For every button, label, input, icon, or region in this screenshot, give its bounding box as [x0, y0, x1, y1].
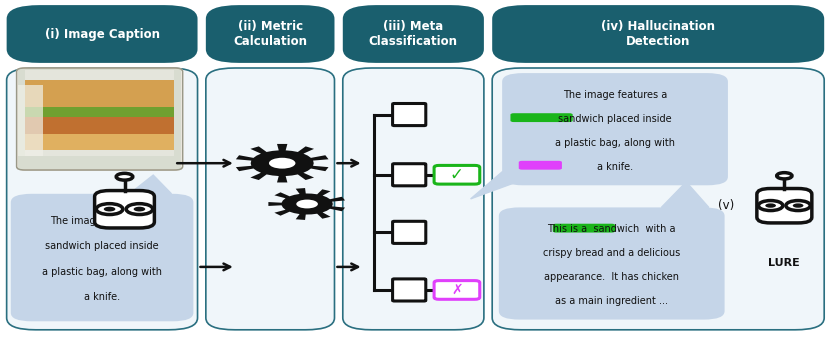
FancyBboxPatch shape	[510, 113, 573, 122]
FancyBboxPatch shape	[393, 221, 426, 243]
FancyBboxPatch shape	[393, 279, 426, 301]
FancyBboxPatch shape	[343, 68, 484, 330]
Circle shape	[777, 173, 792, 179]
FancyBboxPatch shape	[393, 164, 426, 186]
Text: (iii) Meta
Classification: (iii) Meta Classification	[369, 20, 458, 48]
Circle shape	[104, 207, 115, 211]
FancyBboxPatch shape	[492, 5, 824, 63]
FancyBboxPatch shape	[343, 5, 484, 63]
Circle shape	[786, 201, 810, 210]
Text: (ii) Metric
Calculation: (ii) Metric Calculation	[233, 20, 307, 48]
FancyBboxPatch shape	[492, 68, 824, 330]
Text: sandwich placed inside: sandwich placed inside	[559, 114, 671, 124]
Text: a knife.: a knife.	[84, 292, 120, 302]
Circle shape	[793, 203, 803, 208]
Text: The image features a: The image features a	[50, 216, 154, 226]
FancyBboxPatch shape	[11, 194, 193, 321]
Bar	[25, 134, 174, 150]
Polygon shape	[268, 188, 345, 220]
Text: This is a  sandwich  with a: This is a sandwich with a	[548, 224, 676, 234]
Circle shape	[134, 207, 145, 211]
Text: sandwich placed inside: sandwich placed inside	[46, 241, 159, 251]
FancyBboxPatch shape	[553, 224, 615, 233]
Text: (v): (v)	[718, 199, 735, 212]
Text: appearance.  It has chicken: appearance. It has chicken	[544, 272, 679, 282]
Text: crispy bread and a delicious: crispy bread and a delicious	[543, 248, 681, 258]
Polygon shape	[236, 144, 329, 183]
Text: (iv) Hallucination
Detection: (iv) Hallucination Detection	[601, 20, 715, 48]
Circle shape	[759, 201, 783, 210]
FancyBboxPatch shape	[434, 166, 480, 184]
FancyBboxPatch shape	[17, 68, 183, 170]
FancyBboxPatch shape	[502, 73, 728, 185]
Text: LURE: LURE	[769, 258, 800, 269]
Text: ✗: ✗	[451, 283, 463, 297]
Bar	[25, 107, 174, 117]
Circle shape	[116, 173, 133, 180]
Bar	[18, 69, 181, 169]
Polygon shape	[471, 172, 523, 199]
FancyBboxPatch shape	[7, 68, 198, 330]
FancyBboxPatch shape	[206, 5, 334, 63]
Circle shape	[296, 200, 318, 208]
FancyBboxPatch shape	[95, 190, 154, 228]
FancyBboxPatch shape	[7, 5, 198, 63]
Text: a plastic bag, along with: a plastic bag, along with	[555, 138, 675, 148]
Bar	[18, 85, 43, 156]
Polygon shape	[129, 175, 172, 194]
FancyBboxPatch shape	[757, 188, 812, 223]
Text: (i) Image Caption: (i) Image Caption	[45, 28, 159, 40]
FancyBboxPatch shape	[434, 280, 480, 299]
Bar	[25, 117, 174, 136]
Circle shape	[126, 204, 153, 215]
Text: ✓: ✓	[450, 166, 464, 184]
Circle shape	[269, 158, 295, 169]
Text: The image features a: The image features a	[563, 90, 667, 100]
FancyBboxPatch shape	[206, 68, 334, 330]
Text: as a main ingredient ...: as a main ingredient ...	[555, 296, 668, 306]
Text: a plastic bag, along with: a plastic bag, along with	[42, 267, 162, 277]
Polygon shape	[662, 182, 709, 207]
Bar	[25, 80, 174, 109]
FancyBboxPatch shape	[393, 103, 426, 125]
Circle shape	[765, 203, 776, 208]
FancyBboxPatch shape	[519, 161, 562, 170]
Circle shape	[96, 204, 123, 215]
Bar	[25, 70, 174, 156]
FancyBboxPatch shape	[499, 207, 725, 320]
Text: a knife.: a knife.	[597, 162, 633, 171]
